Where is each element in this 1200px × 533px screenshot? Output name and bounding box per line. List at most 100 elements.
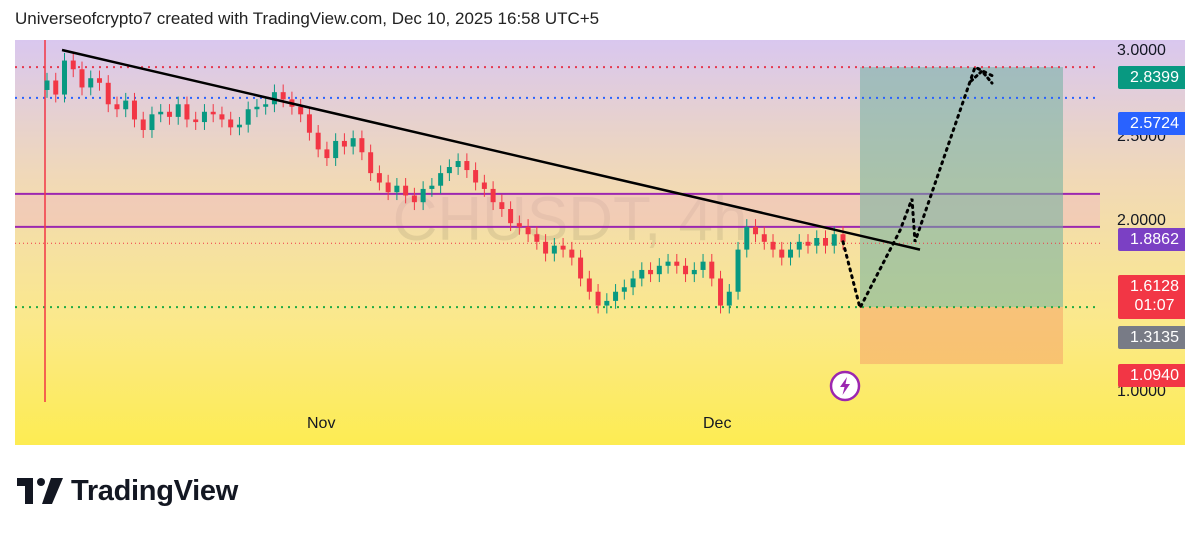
- candle-body: [683, 265, 689, 275]
- loss-zone: [860, 307, 1063, 365]
- candle-body: [814, 238, 820, 246]
- candle-body: [796, 241, 802, 250]
- candle-body: [53, 80, 59, 95]
- candle-body: [639, 269, 645, 279]
- candle-body: [464, 161, 470, 171]
- candle-body: [324, 149, 330, 159]
- y-tick-1: 1.0000: [1117, 383, 1166, 400]
- candle-body: [621, 287, 627, 292]
- tradingview-brand[interactable]: TradingView: [17, 474, 238, 508]
- candle-body: [123, 100, 129, 110]
- candle-body: [184, 104, 190, 120]
- candle-body: [114, 104, 120, 110]
- candle-body: [560, 245, 566, 250]
- candle-body: [700, 261, 706, 270]
- y-tick-2: 2.0000: [1117, 212, 1166, 229]
- candle-body: [438, 173, 444, 186]
- candle-body: [735, 249, 741, 292]
- candle-body: [333, 140, 339, 159]
- candle-body: [525, 226, 531, 235]
- candle-body: [831, 234, 837, 246]
- candle-body: [770, 241, 776, 250]
- brand-name: TradingView: [71, 474, 238, 507]
- x-tick-dec: Dec: [703, 415, 732, 432]
- candle-body: [516, 223, 522, 227]
- candle-body: [744, 226, 750, 250]
- price-label-target[interactable]: 2.8399: [1118, 66, 1185, 89]
- candle-body: [394, 185, 400, 193]
- candle-body: [446, 167, 452, 174]
- candle-body: [376, 173, 382, 183]
- candle-body: [245, 109, 251, 125]
- candle-body: [88, 78, 94, 88]
- candle-body: [753, 226, 759, 235]
- candle-body: [149, 114, 155, 131]
- candle-body: [604, 300, 610, 306]
- lightning-icon[interactable]: [829, 370, 861, 402]
- price-label-entry[interactable]: 1.3135: [1118, 326, 1185, 349]
- candle-body: [455, 161, 461, 168]
- candle-body: [44, 80, 50, 90]
- candle-body: [280, 92, 286, 100]
- candle-body: [263, 104, 269, 107]
- candle-body: [656, 265, 662, 275]
- candle-body: [254, 106, 260, 110]
- candle-body: [709, 261, 715, 279]
- last-price-value: 1.6128: [1130, 278, 1179, 295]
- candle-body: [534, 234, 540, 242]
- candle-body: [228, 119, 234, 128]
- candle-body: [429, 185, 435, 189]
- candle-body: [665, 261, 671, 266]
- candle-body: [595, 291, 601, 306]
- candle-body: [219, 114, 225, 120]
- candle-body: [473, 170, 479, 183]
- candle-body: [298, 106, 304, 115]
- price-label-last[interactable]: 1.6128 01:07: [1118, 275, 1185, 319]
- projection-arrowhead: [969, 68, 994, 85]
- candle-body: [420, 188, 426, 203]
- candle-body: [201, 111, 207, 123]
- price-label-blue-resistance[interactable]: 2.5724: [1118, 112, 1185, 135]
- price-label-stop[interactable]: 1.0940: [1118, 364, 1185, 387]
- x-tick-nov: Nov: [307, 415, 336, 432]
- candle-body: [543, 241, 549, 254]
- candle-body: [131, 100, 137, 120]
- tradingview-logo-icon: [17, 478, 63, 504]
- candle-body: [761, 234, 767, 242]
- candle-body: [691, 269, 697, 275]
- candle-body: [61, 60, 67, 95]
- candle-body: [805, 241, 811, 246]
- candle-body: [306, 114, 312, 133]
- candle-body: [341, 140, 347, 147]
- candle-body: [105, 82, 111, 105]
- candle-body: [551, 245, 557, 254]
- candle-body: [359, 138, 365, 153]
- candle-body: [210, 111, 216, 115]
- candle-body: [674, 261, 680, 266]
- candle-body: [823, 238, 829, 246]
- profit-zone: [860, 67, 1063, 308]
- candle-body: [193, 119, 199, 123]
- candle-body: [718, 278, 724, 306]
- candle-body: [403, 185, 409, 196]
- candle-body: [158, 111, 164, 115]
- candle-body: [499, 202, 505, 210]
- candle-body: [569, 249, 575, 258]
- candle-body: [385, 182, 391, 193]
- candle-body: [315, 132, 321, 150]
- candle-body: [79, 69, 85, 88]
- candle-body: [96, 78, 102, 83]
- chart-area[interactable]: CHUSDT, 4h 3.0000 2.5000 2.0000 1.0000 N…: [15, 40, 1185, 445]
- y-tick-3: 3.0000: [1117, 42, 1166, 59]
- candle-body: [586, 278, 592, 292]
- candle-body: [175, 104, 181, 117]
- candle-body: [840, 234, 846, 242]
- price-label-purple-zone[interactable]: 1.8862: [1118, 228, 1185, 251]
- price-chart[interactable]: CHUSDT, 4h: [15, 40, 1185, 445]
- candle-body: [508, 209, 514, 224]
- candle-body: [788, 249, 794, 258]
- candle-body: [166, 111, 172, 117]
- candle-body: [613, 291, 619, 301]
- candle-body: [481, 182, 487, 189]
- candle-body: [578, 257, 584, 279]
